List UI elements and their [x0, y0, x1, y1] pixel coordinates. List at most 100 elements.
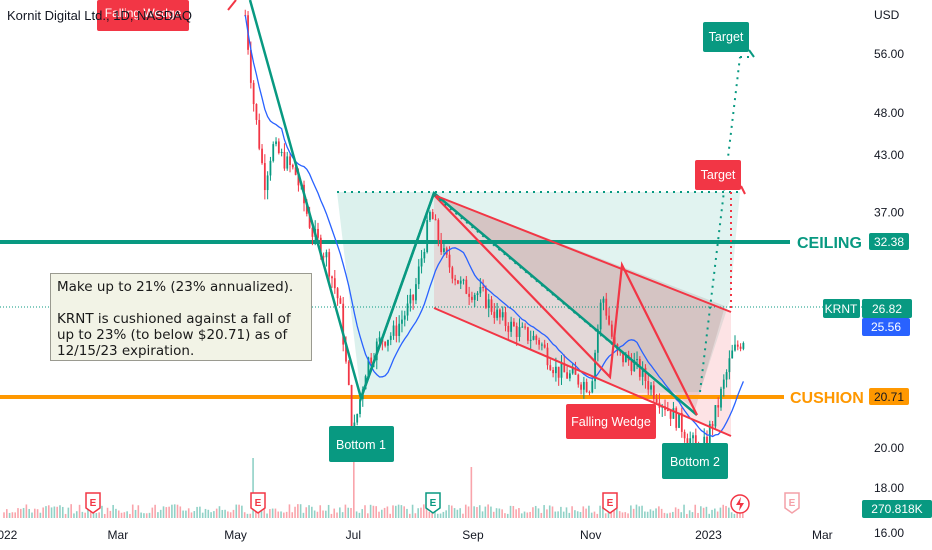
candle-body — [249, 49, 252, 83]
svg-text:Falling Wedge: Falling Wedge — [571, 415, 651, 429]
volume-bar — [165, 507, 168, 518]
bottom1-label[interactable]: Bottom 1 — [329, 426, 394, 462]
candle-body — [636, 358, 638, 361]
candle-body — [286, 156, 289, 169]
volume-bar — [730, 512, 733, 518]
candle-body — [471, 296, 473, 300]
candle-body — [655, 398, 658, 403]
candle-body — [487, 299, 490, 308]
candle-body — [465, 279, 468, 294]
volume-bar — [389, 513, 391, 518]
svg-text:E: E — [90, 498, 97, 509]
volume-bar — [714, 508, 716, 518]
candle-body — [678, 412, 680, 428]
volume-bar — [582, 506, 585, 518]
annotation-note[interactable]: Make up to 21% (23% annualized). KRNT is… — [50, 273, 312, 361]
volume-bar — [157, 512, 159, 518]
candle-body — [345, 344, 347, 362]
candle-body — [473, 294, 476, 300]
candle-body — [666, 409, 669, 411]
volume-bar — [571, 506, 573, 518]
ma-price-badge: 25.56 — [862, 318, 910, 336]
volume-bar — [73, 513, 75, 518]
svg-text:E: E — [255, 498, 262, 509]
volume-bar — [632, 508, 635, 518]
volume-bar — [137, 505, 140, 518]
candle-body — [297, 174, 300, 186]
time-tick-label: 2022 — [0, 528, 18, 542]
candle-body — [507, 325, 510, 332]
target-lower-label[interactable]: Target — [695, 160, 746, 195]
volume-bar — [644, 511, 646, 518]
falling-wedge-label[interactable]: Falling Wedge — [566, 404, 656, 439]
volume-bar — [540, 512, 543, 518]
candle-body — [504, 312, 507, 326]
candle-body — [476, 293, 479, 295]
volume-bar — [618, 511, 621, 518]
volume-bar — [95, 513, 98, 518]
cushion-price-badge: 20.71 — [869, 388, 909, 405]
volume-bar — [375, 506, 378, 518]
candle-body — [622, 351, 624, 363]
currency-label: USD — [874, 8, 900, 22]
volume-badge: 270.818K — [862, 500, 932, 518]
volume-bar — [604, 513, 607, 518]
svg-text:Target: Target — [709, 30, 744, 44]
volume-bar — [400, 505, 403, 518]
candle-body — [252, 82, 255, 105]
candle-body — [669, 410, 672, 419]
volume-bar — [562, 511, 565, 518]
volume-bar — [246, 513, 249, 518]
volume-bar — [428, 511, 431, 518]
candle-body — [711, 423, 714, 427]
volume-bar — [190, 512, 193, 518]
volume-bar — [103, 513, 106, 518]
candle-body — [725, 372, 728, 380]
candle-body — [490, 299, 493, 312]
volume-bar — [403, 506, 405, 518]
double-bottom-line-2 — [359, 192, 436, 399]
candle-body — [401, 319, 403, 324]
volume-bar — [546, 509, 548, 518]
candle-body — [538, 339, 540, 345]
falling-wedge-top-label[interactable]: Falling Wedge — [97, 0, 189, 31]
price-tick-label: 37.00 — [874, 206, 904, 220]
volume-bar — [694, 504, 697, 518]
candle-body — [415, 284, 417, 301]
candle-body — [540, 344, 543, 346]
volume-bar — [509, 505, 512, 518]
volume-bar — [674, 507, 677, 518]
price-tick-label: 18.00 — [874, 481, 904, 495]
candle-body — [289, 156, 291, 165]
channel-top — [433, 194, 732, 313]
candle-body — [440, 239, 443, 253]
candle-body — [311, 227, 314, 237]
target-upper-label[interactable]: Target — [703, 22, 755, 58]
candle-body — [294, 167, 297, 175]
volume-bar — [523, 511, 526, 518]
volume-bar — [28, 508, 30, 518]
candle-body — [258, 119, 261, 149]
time-axis[interactable] — [0, 519, 862, 550]
volume-bar — [364, 505, 366, 518]
candle-body — [387, 339, 389, 346]
candle-body — [406, 303, 409, 316]
volume-bar — [655, 508, 657, 518]
moving-average-line — [244, 15, 744, 438]
volume-bar — [492, 511, 495, 518]
candle-body — [585, 381, 588, 392]
volume-bar — [297, 504, 299, 518]
volume-bar — [436, 513, 439, 518]
volume-bar — [75, 511, 78, 518]
volume-bar — [8, 512, 11, 518]
symbol-badge[interactable]: KRNT — [823, 299, 860, 318]
volume-bar — [129, 513, 131, 518]
volume-bar — [143, 513, 145, 518]
time-axis-ticks: 2022 Mar May Jul Sep Nov 2023 Mar — [0, 528, 833, 542]
candle-body — [291, 164, 294, 168]
candle-body — [261, 148, 263, 164]
volume-bar — [462, 513, 464, 518]
bottom2-label[interactable]: Bottom 2 — [662, 443, 728, 479]
price-axis[interactable] — [862, 0, 932, 519]
